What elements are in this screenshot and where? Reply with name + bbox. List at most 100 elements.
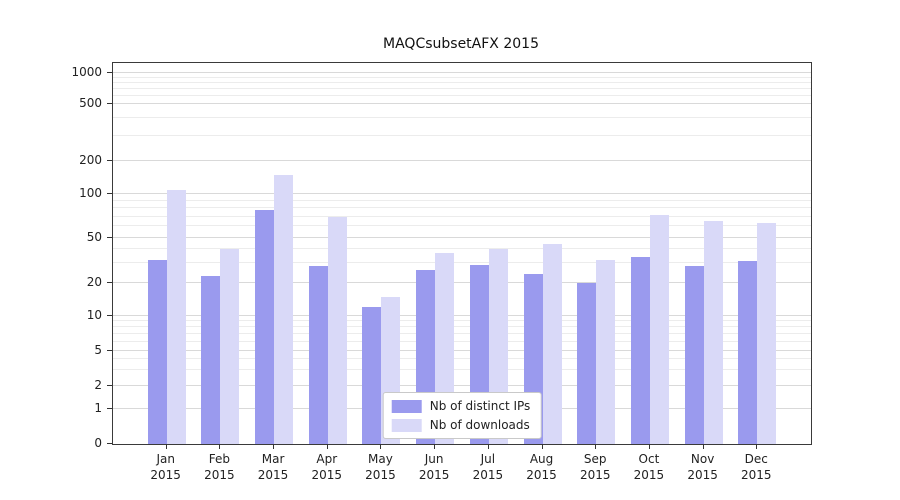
- x-tick-label: Sep 2015: [563, 451, 627, 483]
- x-tick-mark: [326, 444, 328, 449]
- x-tick-label: Jan 2015: [134, 451, 198, 483]
- x-tick-year: 2015: [418, 468, 450, 482]
- x-tick-mark: [380, 444, 382, 449]
- y-tick-mark: [107, 443, 112, 444]
- x-tick-year: 2015: [472, 468, 504, 482]
- y-tick-label: 50: [86, 229, 102, 244]
- y-tick-mark: [107, 281, 112, 283]
- x-tick-mark: [273, 444, 275, 449]
- x-tick-label: Nov 2015: [671, 451, 735, 483]
- x-tick-month: Oct: [638, 452, 660, 466]
- y-major-gridline: [113, 71, 811, 73]
- y-minor-gridline: [113, 261, 811, 263]
- x-tick-mark: [756, 444, 758, 449]
- x-tick-label: May 2015: [348, 451, 412, 483]
- y-tick-label: 200: [79, 152, 102, 167]
- x-tick-month: Apr: [316, 452, 338, 466]
- bar-distinct-ips-apr: [308, 266, 328, 444]
- x-tick-year: 2015: [687, 468, 718, 482]
- chart-title: MAQCsubsetAFX 2015: [383, 36, 539, 52]
- y-major-gridline: [113, 314, 811, 316]
- y-tick-label: 5: [94, 342, 102, 357]
- x-tick-label: Mar 2015: [241, 451, 305, 483]
- bar-distinct-ips-oct: [630, 256, 650, 444]
- y-tick-label: 500: [79, 96, 102, 111]
- bar-downloads-mar: [274, 174, 294, 444]
- y-major-gridline: [113, 281, 811, 283]
- y-major-gridline: [113, 159, 811, 161]
- y-minor-gridline: [113, 87, 811, 89]
- x-tick-label: Apr 2015: [295, 451, 359, 483]
- x-tick-label: Feb 2015: [187, 451, 251, 483]
- y-minor-gridline: [113, 116, 811, 118]
- y-major-gridline: [113, 349, 811, 351]
- y-tick-label: 1: [94, 400, 102, 415]
- y-minor-gridline: [113, 358, 811, 360]
- plot-area: Nb of distinct IPs Nb of downloads: [112, 62, 812, 445]
- bar-distinct-ips-may: [362, 307, 382, 444]
- y-minor-gridline: [113, 326, 811, 328]
- x-tick-year: 2015: [204, 468, 235, 482]
- y-tick-mark: [107, 236, 112, 238]
- x-tick-mark: [165, 444, 167, 449]
- x-tick-year: 2015: [150, 468, 181, 482]
- y-tick-label: 0: [94, 436, 102, 450]
- bar-downloads-nov: [703, 221, 723, 444]
- bar-distinct-ips-nov: [684, 266, 704, 444]
- y-tick-label: 20: [86, 274, 102, 289]
- x-tick-year: 2015: [579, 468, 611, 482]
- x-tick-label: Jul 2015: [456, 451, 520, 483]
- y-minor-gridline: [113, 215, 811, 217]
- x-tick-month: Jun: [424, 452, 444, 466]
- legend-label-downloads: Nb of downloads: [429, 418, 530, 432]
- y-minor-gridline: [113, 94, 811, 96]
- legend-item-distinct-ips: Nb of distinct IPs: [391, 399, 531, 413]
- y-tick-label: 100: [79, 186, 102, 201]
- bar-distinct-ips-sep: [577, 282, 597, 444]
- y-tick-mark: [107, 71, 112, 73]
- x-tick-month: Jul: [480, 452, 496, 466]
- x-tick-label: Aug 2015: [510, 451, 574, 483]
- x-tick-month: Dec: [744, 452, 768, 466]
- bar-downloads-dec: [757, 223, 777, 444]
- legend: Nb of distinct IPs Nb of downloads: [382, 392, 542, 439]
- x-tick-mark: [487, 444, 489, 449]
- y-minor-gridline: [113, 369, 811, 371]
- y-major-gridline: [113, 236, 811, 238]
- y-minor-gridline: [113, 332, 811, 334]
- x-tick-mark: [648, 444, 650, 449]
- y-tick-mark: [107, 159, 112, 161]
- y-tick-label: 10: [86, 307, 102, 322]
- x-tick-mark: [434, 444, 436, 449]
- y-tick-mark: [107, 349, 112, 351]
- x-tick-year: 2015: [633, 468, 665, 482]
- bar-downloads-oct: [649, 214, 669, 444]
- y-minor-gridline: [113, 320, 811, 322]
- y-minor-gridline: [113, 134, 811, 136]
- bar-downloads-sep: [596, 259, 616, 444]
- x-tick-mark: [541, 444, 543, 449]
- x-tick-year: 2015: [526, 468, 557, 482]
- x-tick-year: 2015: [741, 468, 772, 482]
- bar-distinct-ips-feb: [201, 275, 221, 444]
- x-tick-label: Dec 2015: [724, 451, 788, 483]
- x-tick-month: Sep: [583, 452, 607, 466]
- x-tick-month: Aug: [529, 452, 554, 466]
- x-tick-year: 2015: [311, 468, 343, 482]
- bar-downloads-aug: [542, 244, 562, 444]
- legend-label-distinct-ips: Nb of distinct IPs: [429, 399, 531, 413]
- x-tick-month: Mar: [261, 452, 285, 466]
- x-tick-year: 2015: [257, 468, 289, 482]
- bar-distinct-ips-mar: [255, 209, 275, 444]
- y-minor-gridline: [113, 340, 811, 342]
- y-minor-gridline: [113, 225, 811, 227]
- bar-downloads-apr: [327, 216, 347, 444]
- x-tick-month: Feb: [208, 452, 230, 466]
- y-tick-mark: [107, 407, 112, 409]
- y-minor-gridline: [113, 199, 811, 201]
- x-tick-mark: [219, 444, 221, 449]
- legend-item-downloads: Nb of downloads: [391, 418, 531, 432]
- x-tick-month: Jan: [156, 452, 175, 466]
- bar-downloads-jan: [166, 189, 186, 444]
- y-minor-gridline: [113, 81, 811, 83]
